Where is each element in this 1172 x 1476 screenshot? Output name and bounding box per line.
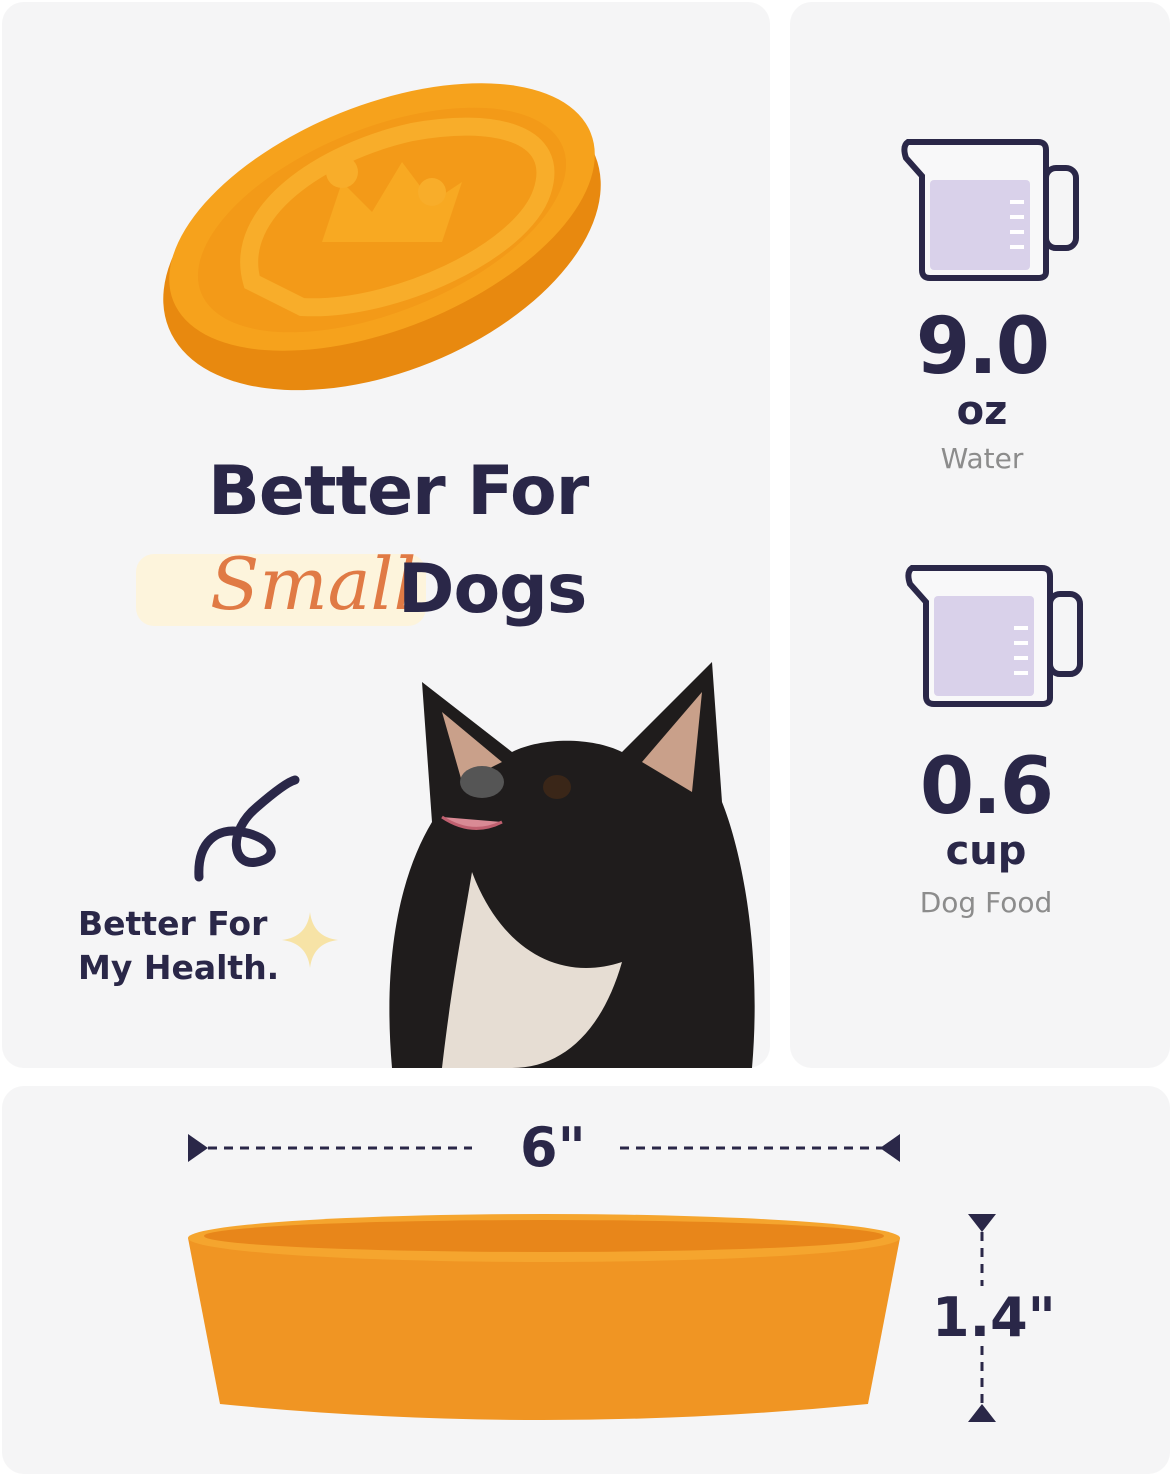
food-value: 0.6: [919, 742, 1054, 832]
small-dogs-panel: Better For Small Dogs Better For My Heal…: [2, 2, 770, 1068]
capacity-panel: 9.0 oz Water 0.6 cup Dog Food: [790, 2, 1170, 1068]
slow-feeder-bowl-image: [163, 83, 601, 391]
health-line1: Better For: [78, 904, 268, 943]
headline-line1: Better For: [208, 452, 589, 531]
water-measuring-cup-icon: [901, 139, 1079, 281]
health-badge-text: Better For My Health.: [78, 902, 279, 990]
water-unit: oz: [956, 388, 1008, 434]
headline-highlight: Small: [210, 542, 417, 626]
highlight-band: [136, 554, 426, 626]
chihuahua-photo: [389, 662, 755, 1068]
health-line2: My Health.: [78, 948, 280, 987]
height-dimension: 1.4": [932, 1286, 1056, 1349]
headline-line2: Dogs: [398, 550, 587, 629]
dimensions-panel: 6" 1.4": [2, 1086, 1170, 1474]
water-label: Water: [940, 442, 1024, 475]
squiggle-icon: [194, 775, 300, 882]
sparkle-icon: [282, 912, 338, 968]
bowl-side-image: [188, 1214, 900, 1420]
dimension-arrows: [188, 1134, 996, 1422]
water-value: 9.0: [915, 302, 1050, 392]
food-label: Dog Food: [919, 886, 1053, 919]
food-unit: cup: [945, 828, 1027, 874]
food-measuring-cup-icon: [905, 565, 1083, 707]
width-dimension: 6": [520, 1116, 586, 1179]
